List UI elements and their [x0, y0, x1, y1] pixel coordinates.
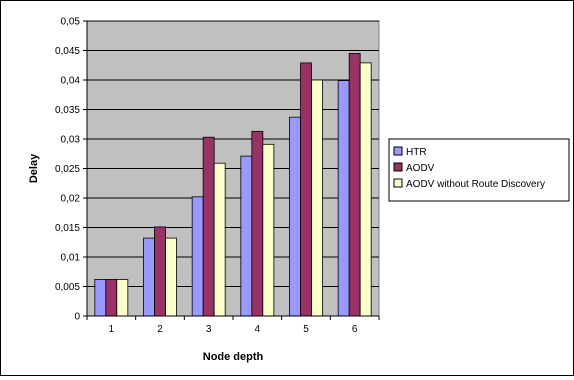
y-tick-label: 0,03	[61, 135, 81, 146]
y-tick-label: 0,045	[55, 46, 80, 57]
bar-htr-3	[191, 196, 204, 317]
x-tick-label: 4	[255, 324, 261, 335]
legend-label-aodv: AODV	[406, 163, 435, 174]
bar-aodv-5	[300, 62, 312, 317]
x-tick-label: 5	[303, 324, 309, 335]
gridlines	[87, 20, 379, 287]
x-tick-labels: 1 2 3 4 5 6	[86, 316, 380, 335]
y-tick-label: 0,02	[61, 194, 81, 205]
bar-aodv-2	[154, 226, 166, 317]
bar-aodv-1	[105, 279, 118, 317]
bar-htr-6	[337, 80, 350, 317]
bar-aodv-without-route-discovery-5	[311, 79, 323, 317]
x-tick-label: 1	[109, 324, 115, 335]
legend: HTR AODV AODV without Route Discovery	[388, 138, 570, 202]
bar-htr-5	[289, 116, 301, 317]
x-tick-label: 2	[157, 324, 163, 335]
bar-aodv-6	[348, 53, 361, 317]
bar-aodv-4	[251, 130, 264, 317]
bar-aodv-without-route-discovery-1	[116, 279, 129, 317]
bars	[94, 53, 372, 317]
y-tick-label: 0,05	[61, 17, 81, 28]
y-tick-label: 0,025	[55, 164, 80, 175]
y-tick-label: 0	[74, 312, 80, 323]
y-axis-title: Delay	[28, 153, 40, 183]
legend-swatch-aodv-without-route-discovery	[393, 178, 403, 188]
legend-box	[388, 138, 570, 202]
y-tick-label: 0,01	[61, 253, 81, 264]
legend-label-aodv-without-route-discovery: AODV without Route Discovery	[406, 179, 545, 190]
y-tick-label: 0,04	[61, 76, 81, 87]
y-tick-labels: 0 0,005 0,01 0,015 0,02 0,025 0,03 0,035 0,04 0,0…	[55, 17, 87, 323]
bar-aodv-without-route-discovery-6	[359, 62, 372, 317]
bar-htr-2	[143, 237, 155, 317]
bar-aodv-without-route-discovery-4	[262, 143, 275, 317]
y-tick-label: 0,005	[55, 282, 80, 293]
bar-aodv-without-route-discovery-2	[165, 237, 177, 317]
x-tick-label: 3	[206, 324, 212, 335]
bar-htr-1	[94, 279, 107, 317]
bar-aodv-3	[202, 136, 215, 317]
legend-swatch-htr	[393, 146, 403, 156]
bar-htr-4	[240, 155, 253, 317]
x-axis-title: Node depth	[203, 351, 264, 363]
y-tick-label: 0,035	[55, 105, 80, 116]
legend-swatch-aodv	[393, 162, 403, 172]
y-tick-label: 0,015	[55, 223, 80, 234]
bar-aodv-without-route-discovery-3	[213, 162, 226, 317]
legend-label-htr: HTR	[406, 147, 427, 158]
x-tick-label: 6	[352, 324, 358, 335]
